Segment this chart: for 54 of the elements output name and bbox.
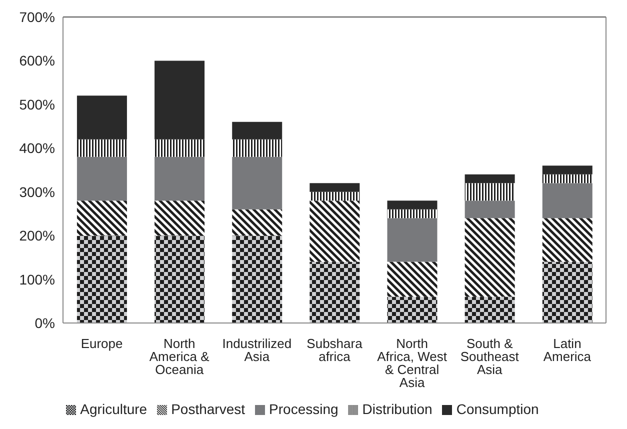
y-tick-label: 400% (19, 140, 55, 156)
bar (154, 156, 205, 201)
bar (387, 200, 438, 210)
bar (542, 218, 592, 262)
y-tick-label: 200% (19, 228, 55, 244)
bar (310, 192, 360, 201)
x-tick-label: Industrilized Asia (222, 336, 292, 364)
bar (464, 296, 515, 323)
y-tick-label: 300% (19, 184, 55, 200)
x-tick-label: Europe (80, 336, 123, 352)
bar (387, 218, 438, 262)
bar (232, 156, 282, 210)
bar (542, 262, 592, 323)
bar (464, 174, 515, 184)
bar (464, 200, 515, 218)
bar (76, 236, 127, 323)
bar (387, 209, 438, 218)
legend-label: Processing (269, 401, 338, 417)
bar (154, 60, 205, 140)
y-tick-label: 700% (19, 8, 55, 25)
bar (387, 296, 438, 323)
bar (464, 183, 515, 201)
bar (76, 96, 127, 140)
bar (232, 236, 282, 323)
bar (310, 262, 360, 323)
bar (542, 183, 592, 218)
bar (542, 166, 592, 174)
bar (232, 122, 282, 140)
bar (542, 174, 592, 184)
bar (310, 200, 360, 262)
bar (310, 183, 360, 192)
bar (76, 200, 127, 236)
x-tick-label: South & Southeast Asia (460, 336, 520, 378)
legend-label: Postharvest (171, 401, 246, 417)
bar (232, 139, 282, 157)
bar (76, 156, 127, 201)
y-tick-label: 100% (19, 271, 55, 288)
bar (464, 218, 515, 297)
bar (154, 139, 205, 157)
x-tick-label: North America & Oceania (149, 336, 210, 378)
bar (232, 209, 282, 236)
legend-label: Distribution (362, 401, 432, 417)
x-tick-label: Subshara africa (306, 336, 364, 364)
bar (76, 139, 127, 157)
legend-label: Consumption (456, 401, 539, 417)
y-tick-label: 0% (34, 314, 55, 331)
y-tick-label: 500% (19, 96, 55, 112)
x-tick-label: Latin America (543, 336, 592, 364)
bar (154, 200, 205, 236)
bar (387, 262, 438, 297)
x-tick-label: North Africa, West & Central Asia (377, 336, 448, 390)
legend-label: Agriculture (80, 401, 148, 417)
bar (154, 236, 205, 323)
y-tick-label: 600% (19, 52, 55, 69)
